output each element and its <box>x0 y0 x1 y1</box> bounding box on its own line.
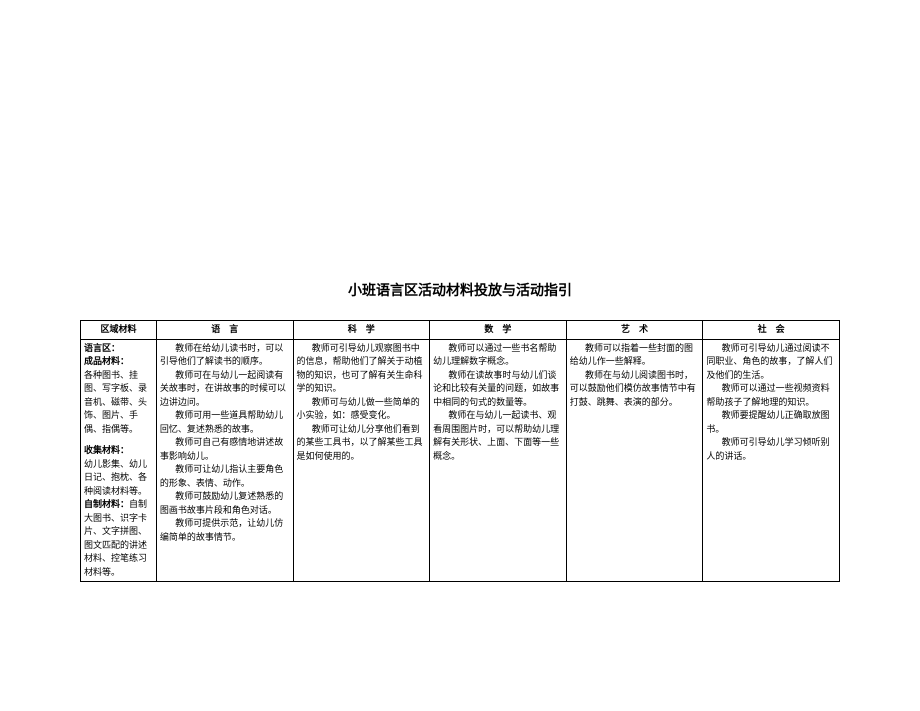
society-p3: 教师要提醒幼儿正确取放图书。 <box>706 409 836 436</box>
language-p2: 教师可在与幼儿一起阅读有关故事时，在讲故事的时候可以边讲边问。 <box>160 369 290 410</box>
language-p1: 教师在给幼儿读书时，可以引导他们了解读书的顺序。 <box>160 342 290 369</box>
header-art: 艺 术 <box>566 321 703 340</box>
materials-label3: 收集材料： <box>84 444 153 458</box>
society-p1: 教师可引导幼儿通过阅读不同职业、角色的故事，了解人们及他们的生活。 <box>706 342 836 383</box>
language-cell: 教师在给幼儿读书时，可以引导他们了解读书的顺序。 教师可在与幼儿一起阅读有关故事… <box>156 339 293 582</box>
math-p3: 教师在与幼儿一起读书、观看周围图片时，可以帮助幼儿理解有关形状、上面、下面等一些… <box>433 409 563 463</box>
materials-text4: 自制大图书、识字卡片、文字拼图、图文匹配的讲述材料、控笔练习材料等。 <box>84 499 147 577</box>
materials-cell: 语言区： 成品材料： 各种图书、挂图、写字板、录音机、磁带、头饰、图片、手偶、指… <box>81 339 157 582</box>
header-society: 社 会 <box>703 321 840 340</box>
materials-text3: 幼儿影集、幼儿日记、抱枕、各种阅读材料等。 <box>84 458 153 499</box>
content-row: 语言区： 成品材料： 各种图书、挂图、写字板、录音机、磁带、头饰、图片、手偶、指… <box>81 339 840 582</box>
materials-label2: 成品材料： <box>84 355 153 369</box>
art-p2: 教师在与幼儿阅读图书时，可以鼓励他们模仿故事情节中有打鼓、跳舞、表演的部分。 <box>570 369 700 410</box>
science-p2: 教师可与幼儿做一些简单的小实验，如：感受变化。 <box>297 396 427 423</box>
art-p1: 教师可以指着一些封面的图给幼儿作一些解释。 <box>570 342 700 369</box>
language-p5: 教师可让幼儿指认主要角色的形象、表情、动作。 <box>160 463 290 490</box>
header-science: 科 学 <box>293 321 430 340</box>
math-cell: 教师可以通过一些书名帮助幼儿理解数字概念。 教师在读故事时与幼儿们谈论和比较有关… <box>430 339 567 582</box>
header-math: 数 学 <box>430 321 567 340</box>
language-p7: 教师可提供示范，让幼儿仿编简单的故事情节。 <box>160 517 290 544</box>
header-row: 区域材料 语 言 科 学 数 学 艺 术 社 会 <box>81 321 840 340</box>
science-cell: 教师可引导幼儿观察图书中的信息，帮助他们了解关于动植物的知识，也可了解有关生命科… <box>293 339 430 582</box>
society-cell: 教师可引导幼儿通过阅读不同职业、角色的故事，了解人们及他们的生活。 教师可以通过… <box>703 339 840 582</box>
materials-text2: 各种图书、挂图、写字板、录音机、磁带、头饰、图片、手偶、指偶等。 <box>84 369 153 437</box>
header-language: 语 言 <box>156 321 293 340</box>
math-p2: 教师在读故事时与幼儿们谈论和比较有关量的问题，如故事中相同的句式的数量等。 <box>433 369 563 410</box>
materials-label1: 语言区： <box>84 342 153 356</box>
language-p4: 教师可自己有感情地讲述故事影响幼儿。 <box>160 436 290 463</box>
materials-label4: 自制材料： <box>84 499 129 509</box>
science-p1: 教师可引导幼儿观察图书中的信息，帮助他们了解关于动植物的知识，也可了解有关生命科… <box>297 342 427 396</box>
language-p3: 教师可用一些道具帮助幼儿回忆、复述熟悉的故事。 <box>160 409 290 436</box>
header-materials: 区域材料 <box>81 321 157 340</box>
art-cell: 教师可以指着一些封面的图给幼儿作一些解释。 教师在与幼儿阅读图书时，可以鼓励他们… <box>566 339 703 582</box>
page-title: 小班语言区活动材料投放与活动指引 <box>80 280 840 300</box>
science-p3: 教师可让幼儿分享他们看到的某些工具书，以了解某些工具是如何使用的。 <box>297 423 427 464</box>
content-table: 区域材料 语 言 科 学 数 学 艺 术 社 会 语言区： 成品材料： 各种图书… <box>80 320 840 582</box>
society-p2: 教师可以通过一些视频资料帮助孩子了解地理的知识。 <box>706 382 836 409</box>
math-p1: 教师可以通过一些书名帮助幼儿理解数字概念。 <box>433 342 563 369</box>
society-p4: 教师可引导幼儿学习倾听别人的讲话。 <box>706 436 836 463</box>
language-p6: 教师可鼓励幼儿复述熟悉的图画书故事片段和角色对话。 <box>160 490 290 517</box>
